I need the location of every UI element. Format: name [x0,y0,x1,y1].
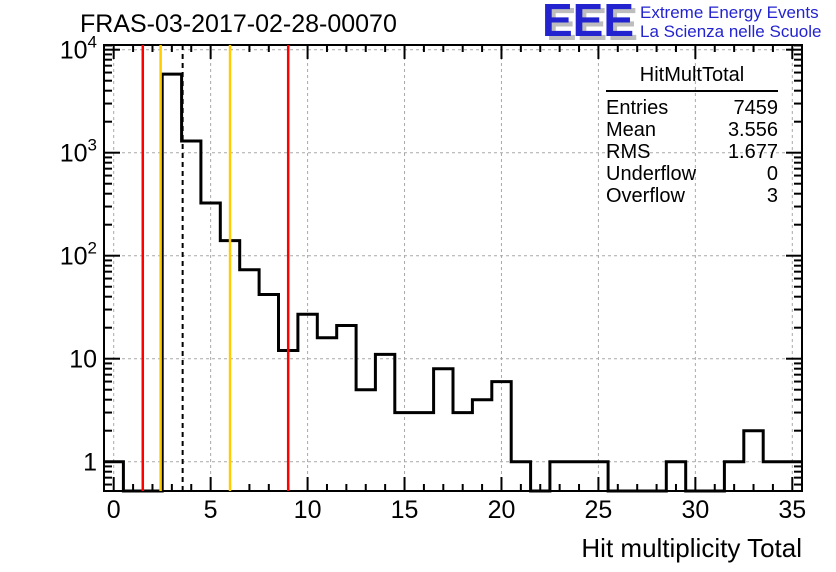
y-tick-label-10: 10 [69,346,97,374]
stats-value: 3.556 [727,119,778,141]
stats-title: HitMultTotal [606,64,778,92]
x-tick-label-30: 30 [681,496,709,524]
x-axis-title: Hit multiplicity Total [581,533,802,563]
stats-box: HitMultTotal Entries 7459 Mean 3.556 RMS… [606,64,778,207]
eee-logo-acronym: EEE [542,0,635,46]
stats-rows: Entries 7459 Mean 3.556 RMS 1.677 Underf… [606,92,778,207]
stats-value: 0 [766,163,778,185]
stats-label: RMS [606,141,651,163]
x-tick-label-20: 20 [488,496,516,524]
plot-title: FRAS-03-2017-02-28-00070 [80,10,397,38]
stats-value: 3 [766,185,778,207]
plot-frame [103,44,803,492]
stats-label: Entries [606,97,669,119]
x-tick-label-35: 35 [778,496,806,524]
x-tick-label-5: 5 [204,496,218,524]
stats-value: 1.677 [727,141,778,163]
y-tick-label-10000: 104 [60,33,97,65]
histogram-step-line [104,72,802,493]
stats-value: 7459 [733,97,779,119]
x-tick-label-0: 0 [107,496,121,524]
stats-label: Underflow [606,163,697,185]
stats-label: Mean [606,119,657,141]
y-tick-label-100: 102 [60,239,97,271]
stats-row-rms: RMS 1.677 [606,141,778,163]
y-tick-label-1000: 103 [60,136,97,168]
stats-row-overflow: Overflow 3 [606,185,778,207]
stats-row-mean: Mean 3.556 [606,119,778,141]
stats-row-entries: Entries 7459 [606,97,778,119]
x-tick-label-10: 10 [294,496,322,524]
stats-row-underflow: Underflow 0 [606,163,778,185]
x-tick-label-15: 15 [391,496,419,524]
eee-logo-line2: La Scienza nelle Scuole [640,22,822,41]
eee-logo-text: Extreme Energy Events La Scienza nelle S… [640,3,821,41]
y-tick-label-1: 1 [83,449,97,477]
x-tick-label-25: 25 [585,496,613,524]
eee-logo-line1: Extreme Energy Events [640,3,819,22]
stats-label: Overflow [606,185,685,207]
